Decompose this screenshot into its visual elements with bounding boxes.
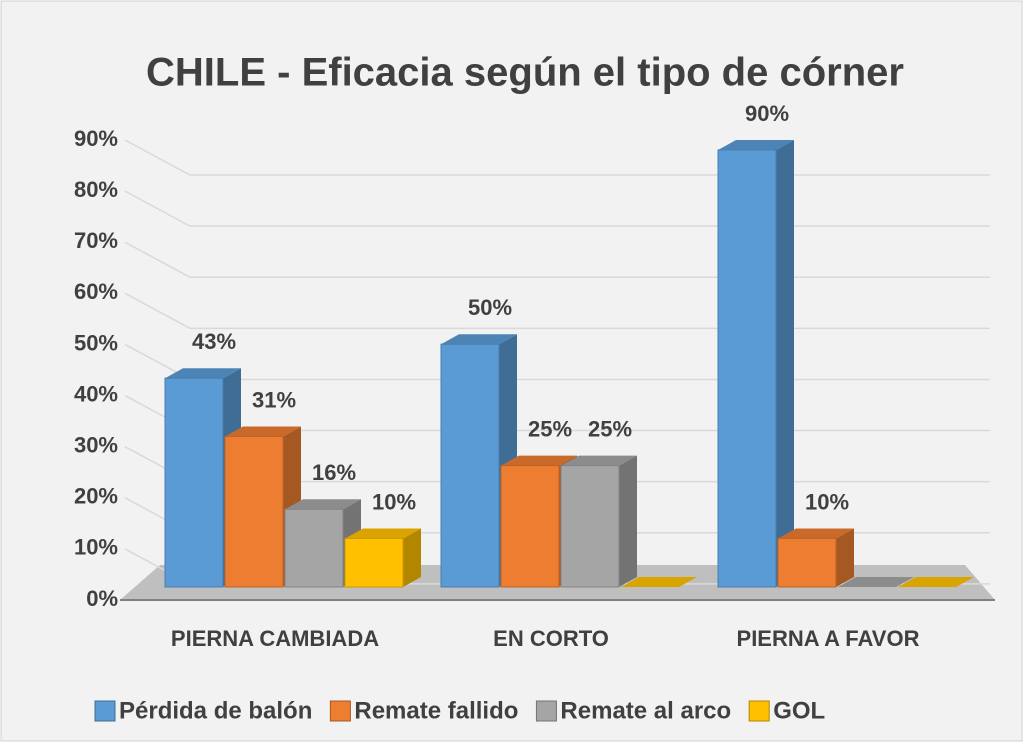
bar-top	[561, 455, 637, 466]
bar-top	[345, 528, 421, 539]
data-label: 43%	[192, 329, 236, 354]
y-tick-label: 0%	[86, 586, 118, 611]
legend-label: Pérdida de balón	[119, 697, 312, 724]
y-tick-label: 80%	[74, 177, 118, 202]
data-label: 16%	[312, 460, 356, 485]
y-tick-label: 90%	[74, 126, 118, 151]
bar-top	[285, 499, 361, 510]
x-tick-label: PIERNA A FAVOR	[737, 626, 920, 651]
legend-label: Remate al arco	[560, 697, 731, 724]
y-tick-label: 40%	[74, 381, 118, 406]
bar-top	[501, 455, 577, 466]
bar-side	[836, 528, 854, 587]
y-tick-label: 10%	[74, 535, 118, 560]
bar-top	[441, 334, 517, 345]
y-tick-label: 70%	[74, 228, 118, 253]
bar	[164, 377, 224, 588]
x-tick-label: PIERNA CAMBIADA	[171, 626, 379, 651]
bar	[500, 465, 560, 588]
bar-side	[776, 140, 794, 587]
bar-top	[225, 426, 301, 437]
data-label: 10%	[372, 489, 416, 514]
bar	[284, 508, 344, 588]
y-tick-label: 60%	[74, 279, 118, 304]
data-label: 25%	[528, 416, 572, 441]
legend-label: Remate fallido	[354, 697, 518, 724]
data-label: 25%	[588, 416, 632, 441]
data-label: 50%	[468, 295, 512, 320]
legend-swatch	[535, 700, 557, 722]
chart-title: CHILE - Eficacia según el tipo de córner	[146, 51, 904, 95]
bar	[777, 537, 837, 588]
bar	[344, 537, 404, 588]
bar-side	[619, 455, 637, 587]
y-tick-label: 20%	[74, 484, 118, 509]
bar-top	[621, 577, 697, 587]
bar-top	[898, 577, 974, 587]
bar-side	[403, 528, 421, 587]
bar-top	[838, 577, 914, 587]
data-label: 31%	[252, 387, 296, 412]
data-label: 10%	[805, 489, 849, 514]
bar-top	[718, 140, 794, 150]
bar	[224, 435, 284, 588]
legend-label: GOL	[773, 697, 825, 724]
legend-swatch	[94, 700, 116, 722]
bar-top	[778, 528, 854, 539]
y-tick-label: 50%	[74, 330, 118, 355]
x-tick-label: EN CORTO	[493, 626, 609, 651]
bar	[440, 343, 500, 588]
data-label: 90%	[745, 101, 789, 126]
y-tick-label: 30%	[74, 432, 118, 457]
bar-top	[165, 368, 241, 379]
bar	[717, 149, 777, 588]
legend-swatch	[748, 700, 770, 722]
bar	[560, 465, 620, 588]
legend-swatch	[329, 700, 351, 722]
